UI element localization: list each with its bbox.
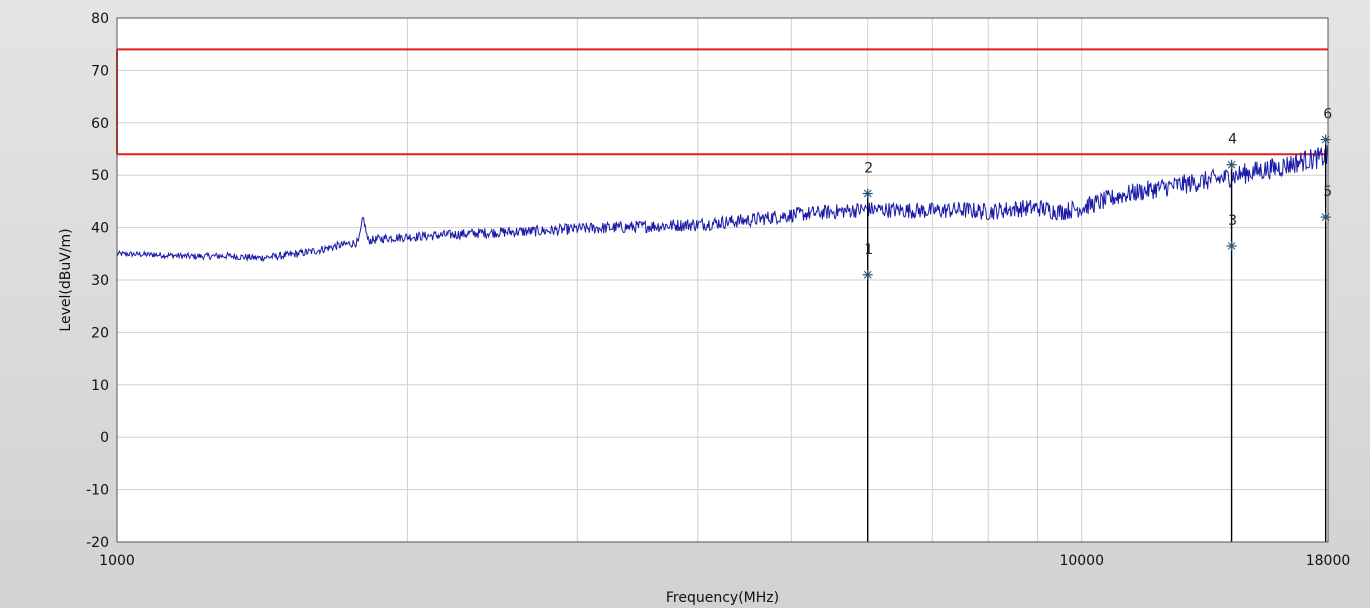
y-tick-label: 50 [91, 168, 109, 184]
axes: -20 -10 0 10 20 30 40 50 60 70 80 1000 10000 18000 [86, 11, 1350, 569]
marker-label: 2 [864, 161, 873, 177]
marker-label: 3 [1228, 213, 1237, 229]
trace [116, 145, 1329, 262]
marker-cross-d2 [863, 189, 872, 198]
plot-border [116, 17, 1329, 543]
marker-point [862, 188, 873, 199]
y-tick-label: 60 [91, 116, 109, 132]
y-tick-label: 30 [91, 273, 109, 289]
marker-cross-d2 [863, 270, 872, 279]
y-tick-label: 70 [91, 63, 109, 79]
marker-label: 1 [864, 242, 873, 258]
y-axis-title: Level(dBuV/m) [58, 228, 74, 331]
y-tick-label: 0 [100, 430, 109, 446]
y-tick-label: 80 [91, 11, 109, 27]
x-tick-label: 10000 [1059, 553, 1104, 569]
y-tick-label: 10 [91, 378, 109, 394]
y-tick-label: 40 [91, 221, 109, 237]
marker-cross-d2 [1227, 242, 1236, 250]
y-tick-label: -20 [86, 535, 109, 551]
marker-point [862, 269, 873, 280]
marker-point [1320, 212, 1331, 223]
x-axis-title: Frequency(MHz) [666, 590, 779, 606]
y-tick-label: -10 [86, 483, 109, 499]
marker-point [1226, 159, 1237, 170]
y-tick-label: 20 [91, 325, 109, 341]
trace-line [116, 145, 1329, 262]
marker-point [1226, 240, 1237, 251]
x-tick-label: 1000 [99, 553, 135, 569]
marker-label: 4 [1228, 132, 1237, 148]
marker-point [1320, 134, 1331, 145]
marker-cross-d2 [1227, 160, 1236, 169]
x-tick-label: 18000 [1306, 553, 1351, 569]
